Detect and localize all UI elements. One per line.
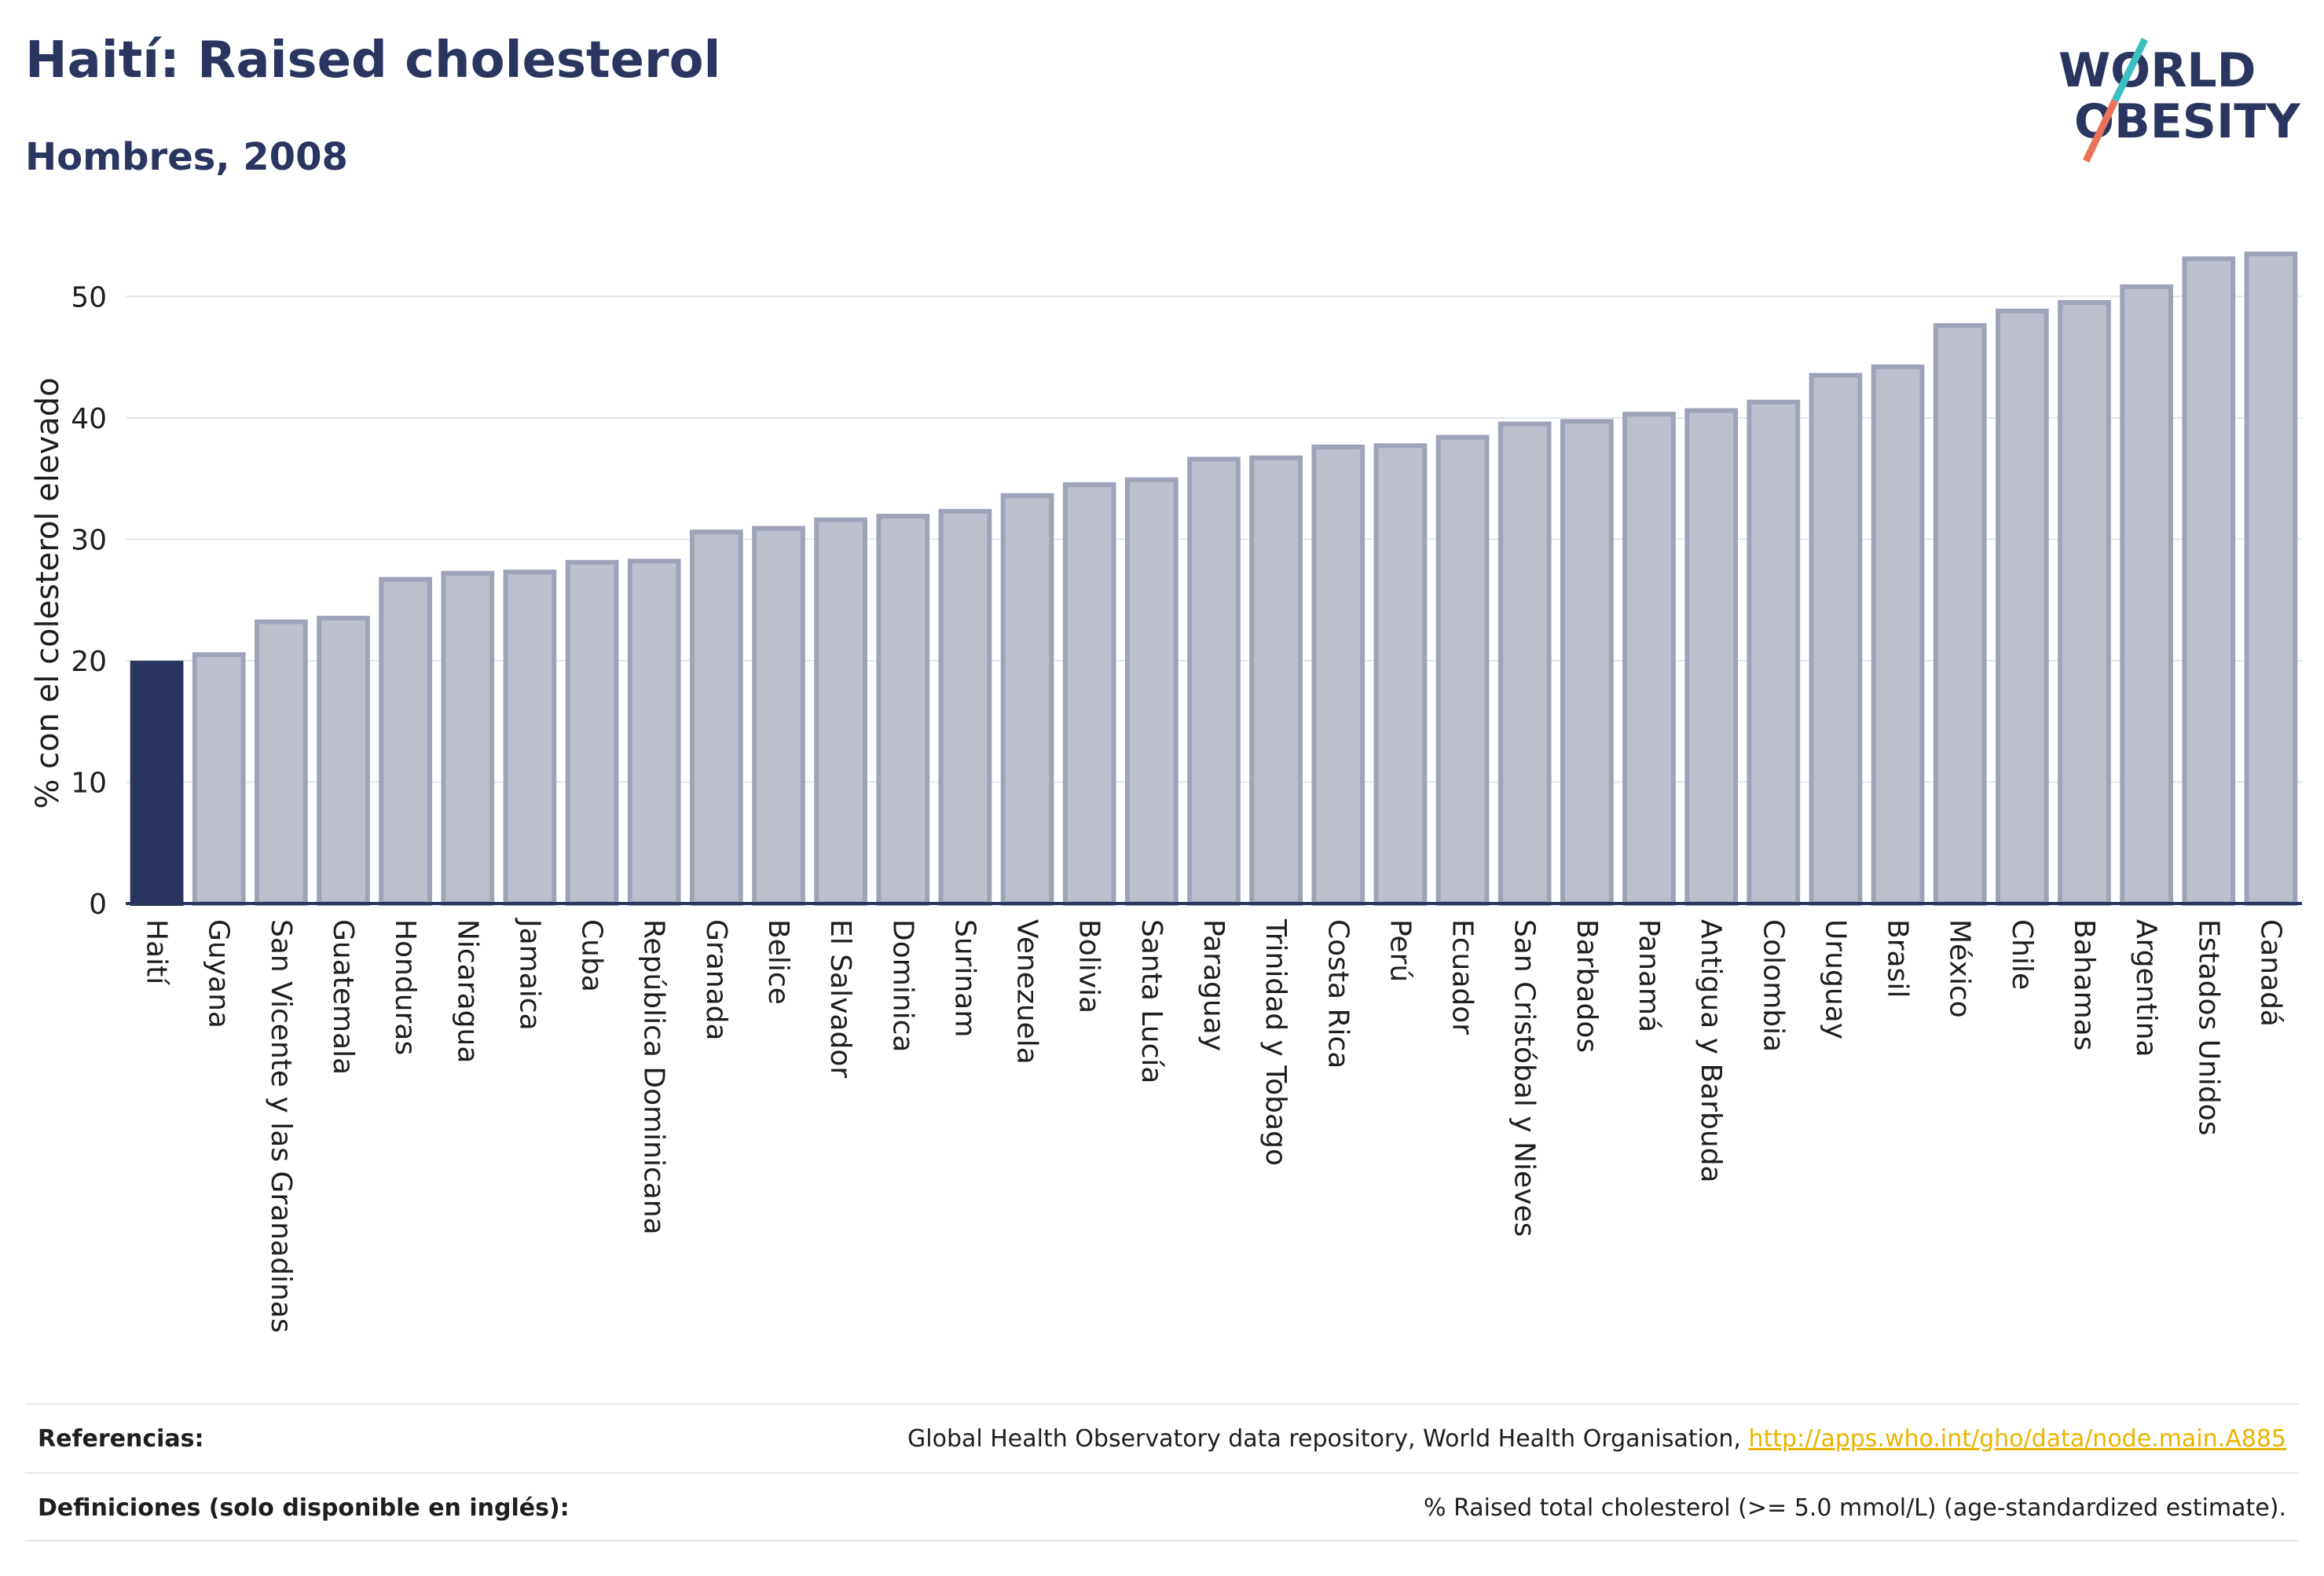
x-tick-label: Cuba — [576, 919, 608, 992]
definitions-label: Definiciones (solo disponible en inglés)… — [38, 1494, 570, 1522]
x-tick-label: Haití — [141, 919, 173, 985]
bar-san-crist-bal-y-nieves — [1497, 421, 1552, 906]
x-tick-label: Honduras — [389, 919, 421, 1055]
bar-antigua-y-barbuda — [1684, 408, 1739, 906]
bar-m-xico — [1933, 323, 1987, 906]
x-tick-label: Perú — [1384, 919, 1416, 982]
x-tick-labels: Haití Guyana San Vicente y las Granadinas G… — [141, 918, 2287, 1333]
bar-panam- — [1622, 412, 1676, 906]
bar-honduras — [379, 577, 433, 906]
x-tick-label: Argentina — [2130, 919, 2162, 1057]
y-tick-label: 30 — [71, 524, 107, 556]
bar-bolivia — [1062, 482, 1116, 906]
x-tick-label: Bolivia — [1073, 919, 1105, 1013]
x-tick-label: Estados Unidos — [2192, 919, 2224, 1136]
bar-guatemala — [317, 615, 370, 906]
x-tick-label: Brasil — [1882, 919, 1914, 998]
bar-bahamas — [2058, 300, 2111, 906]
x-tick-label: Belice — [762, 919, 794, 1005]
logo-slash-coral — [2082, 99, 2119, 163]
x-tick-label: México — [1944, 919, 1976, 1018]
x-tick-label: Costa Rica — [1321, 919, 1354, 1068]
x-tick-label: Dominica — [886, 919, 918, 1053]
bar-jamaica — [503, 570, 557, 906]
bar-santa-luc-a — [1124, 477, 1178, 906]
y-tick-label: 10 — [71, 767, 107, 799]
references-row: Referencias: Global Health Observatory d… — [25, 1406, 2299, 1471]
bar-paraguay — [1187, 456, 1241, 906]
bar-per- — [1373, 443, 1428, 906]
chart-title: Haití: Raised cholesterol — [25, 31, 721, 90]
bar-costa-rica — [1311, 444, 1365, 906]
bar-belice — [752, 526, 805, 906]
x-tick-label: Bahamas — [2068, 919, 2100, 1051]
bar-rep-blica-dominicana — [627, 559, 681, 906]
x-tick-label: Surinam — [948, 919, 981, 1037]
bar-brasil — [1871, 364, 1925, 906]
bar-ecuador — [1435, 434, 1490, 906]
bar-chile — [1995, 308, 2049, 906]
x-tick-label: Chile — [2006, 919, 2038, 990]
y-tick-label: 0 — [89, 889, 107, 921]
bar-el-salvador — [814, 517, 868, 906]
y-tick-labels: 0 10 20 30 40 50 — [71, 281, 107, 921]
x-tick-label: Barbados — [1571, 919, 1603, 1053]
bar-cuba — [565, 559, 619, 907]
world-obesity-logo: WORLD OBESITY — [2058, 38, 2301, 163]
footer: Referencias: Global Health Observatory d… — [25, 1403, 2299, 1541]
bar-hait- — [130, 661, 184, 906]
logo-line1: WORLD — [2058, 43, 2256, 98]
y-tick-label: 20 — [71, 646, 107, 678]
bar-granada — [689, 530, 743, 906]
x-tick-label: Santa Lucía — [1135, 919, 1167, 1083]
x-tick-label: Ecuador — [1446, 919, 1479, 1035]
references-value: Global Health Observatory data repositor… — [907, 1425, 2299, 1453]
bar-venezuela — [1000, 493, 1054, 906]
x-tick-label: República Dominicana — [638, 919, 670, 1235]
references-text: Global Health Observatory data repositor… — [907, 1424, 1749, 1453]
bar-estados-unidos — [2182, 256, 2236, 906]
x-tick-label: Jamaica — [513, 918, 545, 1031]
bar-chart: 0 10 20 30 40 50 Haití Guyana San Vicente y las… — [30, 251, 2302, 1333]
x-tick-label: El Salvador — [824, 919, 856, 1078]
x-tick-label: Uruguay — [1819, 919, 1851, 1039]
references-label: Referencias: — [38, 1424, 204, 1453]
y-tick-label: 50 — [71, 281, 107, 313]
x-tick-label: San Cristóbal y Nieves — [1508, 919, 1541, 1237]
x-tick-label: Paraguay — [1197, 919, 1230, 1051]
x-tick-label: San Vicente y las Granadinas — [265, 919, 297, 1333]
definitions-row: Definiciones (solo disponible en inglés)… — [25, 1475, 2299, 1540]
x-tick-label: Panamá — [1633, 919, 1665, 1032]
bars — [130, 251, 2298, 907]
bar-san-vicente-y-las-granadinas — [254, 619, 308, 906]
references-link[interactable]: http://apps.who.int/gho/data/node.main.A… — [1748, 1424, 2286, 1453]
x-tick-label: Guatemala — [327, 919, 359, 1075]
bar-nicaragua — [441, 570, 495, 906]
x-tick-label: Canadá — [2254, 919, 2286, 1027]
x-tick-label: Guyana — [203, 919, 235, 1028]
y-axis-title: % con el colesterol elevado — [30, 377, 66, 808]
bar-argentina — [2120, 284, 2174, 906]
x-tick-label: Antigua y Barbuda — [1695, 919, 1727, 1183]
y-tick-label: 40 — [71, 403, 107, 435]
bar-trinidad-y-tobago — [1249, 455, 1303, 906]
bar-guyana — [192, 652, 246, 906]
x-tick-label: Venezuela — [1011, 919, 1043, 1065]
bar-dominica — [876, 514, 930, 906]
bar-uruguay — [1809, 372, 1863, 906]
x-tick-label: Colombia — [1757, 919, 1789, 1052]
bar-barbados — [1560, 419, 1614, 906]
definitions-value: % Raised total cholesterol (>= 5.0 mmol/… — [1424, 1494, 2286, 1522]
logo-slash-teal — [2111, 38, 2149, 102]
x-tick-label: Trinidad y Tobago — [1259, 918, 1292, 1166]
x-tick-label: Granada — [700, 919, 732, 1041]
bar-colombia — [1747, 399, 1801, 906]
chart-subtitle: Hombres, 2008 — [25, 135, 348, 179]
x-tick-label: Nicaragua — [451, 919, 483, 1063]
bar-canad- — [2244, 251, 2298, 906]
bar-surinam — [938, 508, 992, 906]
